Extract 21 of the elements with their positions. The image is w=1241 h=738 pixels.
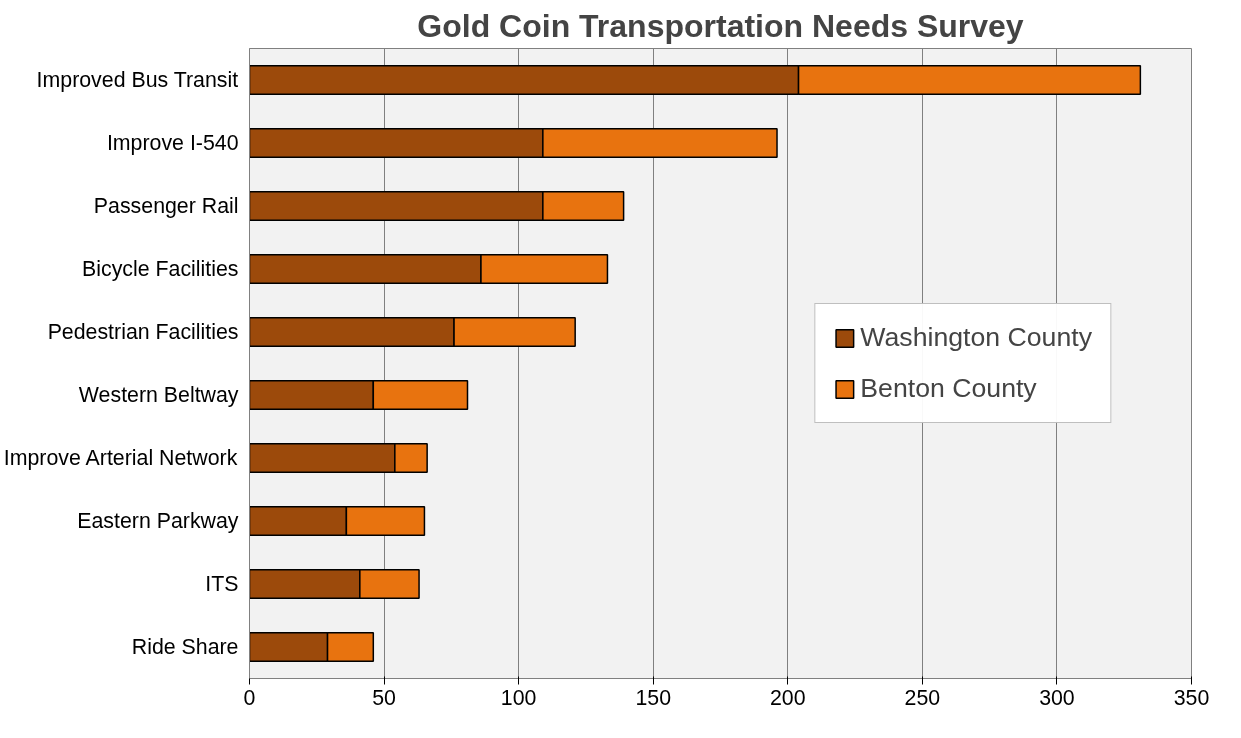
x-tick-label: 50 (372, 685, 397, 710)
x-tick-label: 300 (1039, 685, 1075, 710)
x-tick-label: 100 (500, 685, 537, 710)
y-tick-label: Bicycle Facilities (82, 257, 239, 281)
x-tick-label: 350 (1173, 685, 1210, 710)
legend-label: Washington County (860, 322, 1092, 353)
y-tick-label: Passenger Rail (93, 194, 239, 218)
x-tick-label: 0 (243, 685, 256, 710)
y-tick-label: Improved Bus Transit (36, 68, 239, 92)
x-tick-label: 150 (635, 685, 672, 710)
x-tick-label: 250 (904, 685, 941, 710)
y-tick-label: Pedestrian Facilities (47, 320, 239, 344)
y-tick-label: Eastern Parkway (77, 509, 239, 533)
y-tick-label: Ride Share (131, 635, 239, 659)
y-tick-label: ITS (205, 572, 239, 596)
y-tick-label: Improve I-540 (106, 131, 239, 155)
legend-label: Benton County (860, 373, 1037, 404)
x-tick-label: 200 (769, 685, 806, 710)
y-tick-label: Western Beltway (78, 383, 239, 407)
chart-title: Gold Coin Transportation Needs Survey (417, 7, 1024, 44)
y-tick-label: Improve Arterial Network (3, 446, 238, 470)
